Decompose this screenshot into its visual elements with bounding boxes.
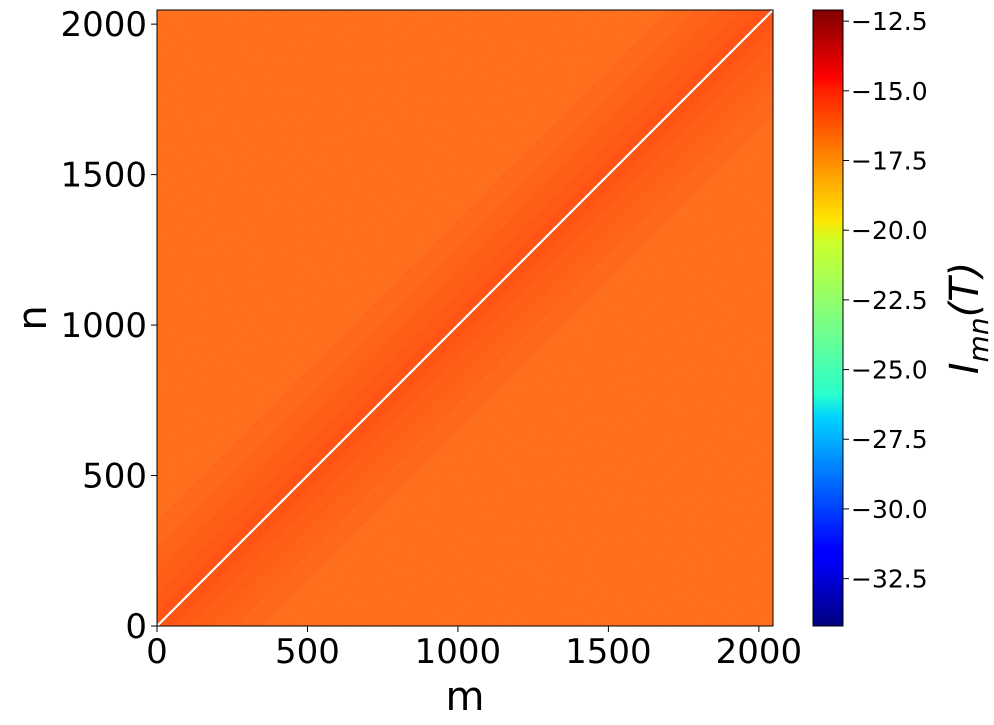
colorbar-tick-label: −27.5 (851, 425, 928, 454)
y-axis: 0 500 1000 1500 2000 (60, 5, 157, 647)
x-tick-label: 1500 (565, 632, 652, 672)
plot-frame (156, 9, 774, 627)
colorbar-tick-label: −32.5 (851, 565, 928, 594)
y-tick-label: 2000 (60, 5, 147, 45)
x-axis-label: m (446, 674, 485, 720)
y-tick-label: 1500 (60, 156, 147, 196)
x-tick-label: 1000 (415, 632, 502, 672)
colorbar-label-subscript: mn (962, 317, 994, 362)
colorbar-label-base: I (942, 362, 988, 374)
colorbar-tick-label: −22.5 (851, 286, 928, 315)
colorbar-tick-label: −25.0 (851, 356, 928, 385)
colorbar-tick-label: −30.0 (851, 495, 928, 524)
heatmap-plot-area (156, 9, 774, 627)
colorbar-label-suffix: (T) (942, 262, 988, 318)
diagonal-line (157, 10, 773, 626)
y-tick-label: 500 (82, 457, 147, 497)
x-tick-label: 500 (275, 632, 340, 672)
y-tick-label: 1000 (60, 306, 147, 346)
x-tick-label: 0 (146, 632, 168, 672)
colorbar-gradient (813, 10, 843, 626)
colorbar-tick-label: −12.5 (851, 7, 928, 36)
x-tick-label: 2000 (716, 632, 803, 672)
y-axis-label: n (10, 305, 56, 330)
colorbar-tick-label: −15.0 (851, 77, 928, 106)
colorbar-tick-label: −17.5 (851, 147, 928, 176)
colorbar: −12.5 −15.0 −17.5 −20.0 −22.5 −25.0 −27.5 −30.0… (812, 7, 928, 627)
x-axis: 0 500 1000 1500 2000 (146, 626, 802, 672)
colorbar-tick-label: −20.0 (851, 216, 928, 245)
colorbar-label: Imn(T) (942, 262, 994, 374)
colorbar-frame (812, 9, 844, 627)
y-tick-label: 0 (125, 607, 147, 647)
